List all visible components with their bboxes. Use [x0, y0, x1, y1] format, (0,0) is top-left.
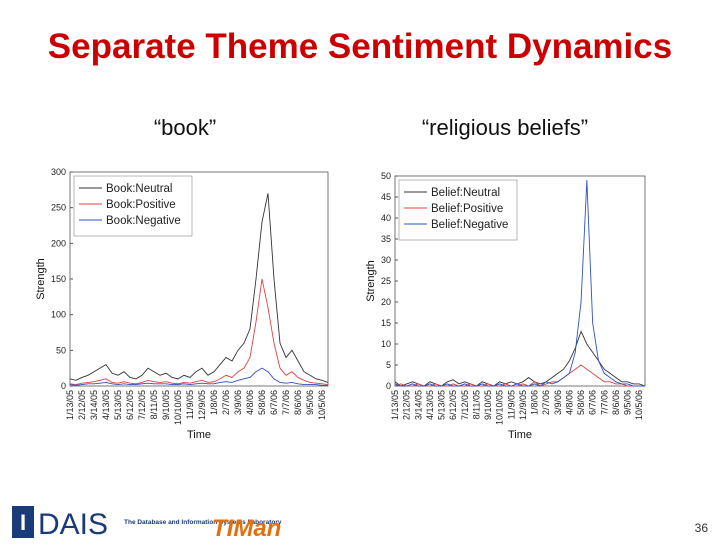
y-tick-label: 0	[386, 381, 391, 391]
lab-name: The Database and Information Systems Lab…	[124, 519, 282, 526]
lab-logo: DAIS	[38, 508, 108, 540]
x-tick-label: 8/6/06	[611, 390, 621, 415]
x-tick-label: 1/8/06	[209, 390, 219, 415]
x-tick-label: 6/7/06	[588, 390, 598, 415]
x-tick-label: 10/10/05	[495, 390, 505, 425]
y-tick-label: 150	[51, 274, 66, 284]
y-tick-label: 20	[381, 297, 391, 307]
y-tick-label: 15	[381, 318, 391, 328]
x-tick-label: 1/13/05	[65, 390, 75, 420]
x-tick-label: 9/10/05	[161, 390, 171, 420]
data-line	[69, 367, 328, 386]
x-tick-label: 10/5/06	[317, 390, 327, 420]
data-line	[69, 278, 329, 386]
x-tick-label: 9/10/05	[483, 390, 493, 420]
y-tick-label: 50	[56, 345, 66, 355]
x-tick-label: 11/9/05	[185, 390, 195, 419]
x-tick-label: 4/8/06	[564, 390, 574, 415]
x-tick-label: 7/12/05	[460, 390, 470, 420]
y-tick-label: 200	[51, 238, 66, 248]
y-tick-label: 0	[61, 381, 66, 391]
y-tick-label: 100	[51, 310, 66, 320]
y-axis-label: Strength	[365, 260, 377, 302]
x-tick-label: 2/12/05	[402, 390, 412, 420]
x-tick-label: 7/7/06	[281, 390, 291, 415]
y-tick-label: 50	[381, 171, 391, 181]
x-tick-label: 1/13/05	[390, 390, 400, 420]
x-tick-label: 6/7/06	[269, 390, 279, 415]
legend-label: Book:Neutral	[106, 183, 172, 195]
footer-logo: I DAIS The Database and Information Syst…	[12, 506, 282, 542]
slide-title: Separate Theme Sentiment Dynamics	[48, 27, 672, 66]
x-tick-label: 5/13/05	[437, 390, 447, 420]
x-tick-label: 4/13/05	[101, 390, 111, 420]
x-tick-label: 7/7/06	[599, 390, 609, 415]
x-tick-label: 7/12/05	[137, 390, 147, 420]
x-tick-label: 3/14/05	[413, 390, 423, 420]
legend-label: Belief:Positive	[431, 203, 503, 215]
logo-block	[12, 506, 34, 538]
x-tick-label: 10/5/06	[634, 390, 644, 420]
x-tick-label: 1/8/06	[530, 390, 540, 415]
x-tick-label: 6/12/05	[448, 390, 458, 420]
x-tick-label: 6/12/05	[125, 390, 135, 420]
y-axis-label: Strength	[35, 258, 47, 300]
x-tick-label: 3/9/06	[553, 390, 563, 415]
x-axis-label: Time	[508, 429, 532, 441]
x-tick-label: 5/8/06	[257, 390, 267, 415]
y-tick-label: 30	[381, 255, 391, 265]
y-tick-label: 10	[381, 339, 391, 349]
y-tick-label: 25	[381, 276, 391, 286]
x-tick-label: 8/11/05	[149, 390, 159, 419]
x-tick-label: 8/6/06	[293, 390, 303, 415]
legend-box	[73, 175, 193, 237]
y-tick-label: 5	[386, 360, 391, 370]
x-tick-label: 12/9/05	[518, 390, 528, 420]
x-tick-label: 11/9/05	[506, 390, 516, 419]
x-tick-label: 4/13/05	[425, 390, 435, 420]
logo-letter: I	[20, 510, 26, 535]
group-logo: TIMan	[212, 515, 281, 540]
legend-label: Belief:Neutral	[431, 187, 500, 199]
chart: “religious beliefs” 0 5 10 15 20 25 30 35 40 45 50 1…	[365, 115, 646, 441]
y-tick-label: 40	[381, 213, 391, 223]
x-tick-label: 9/5/06	[305, 390, 315, 415]
x-tick-label: 9/5/06	[623, 390, 633, 415]
y-tick-label: 45	[381, 192, 391, 202]
x-tick-label: 4/8/06	[245, 390, 255, 415]
x-tick-label: 10/10/05	[173, 390, 183, 425]
x-tick-label: 2/12/05	[77, 390, 87, 420]
page-number: 36	[695, 521, 709, 535]
x-tick-label: 5/8/06	[576, 390, 586, 415]
y-tick-label: 35	[381, 234, 391, 244]
x-tick-label: 12/9/05	[197, 390, 207, 420]
legend-label: Book:Positive	[106, 199, 176, 211]
data-line	[394, 180, 645, 387]
legend-box	[398, 179, 518, 241]
x-tick-label: 2/7/06	[541, 390, 551, 415]
chart-title: “religious beliefs”	[422, 115, 588, 140]
x-tick-label: 3/9/06	[233, 390, 243, 415]
x-tick-label: 3/14/05	[89, 390, 99, 420]
x-axis-label: Time	[187, 429, 211, 441]
x-tick-label: 5/13/05	[113, 390, 123, 420]
y-tick-label: 250	[51, 203, 66, 213]
x-tick-label: 2/7/06	[221, 390, 231, 415]
data-line	[69, 193, 329, 383]
legend-label: Book:Negative	[106, 215, 181, 227]
chart-title: “book”	[154, 115, 216, 140]
x-tick-label: 8/11/05	[471, 390, 481, 419]
legend-label: Belief:Negative	[431, 219, 508, 231]
y-tick-label: 300	[51, 167, 66, 177]
